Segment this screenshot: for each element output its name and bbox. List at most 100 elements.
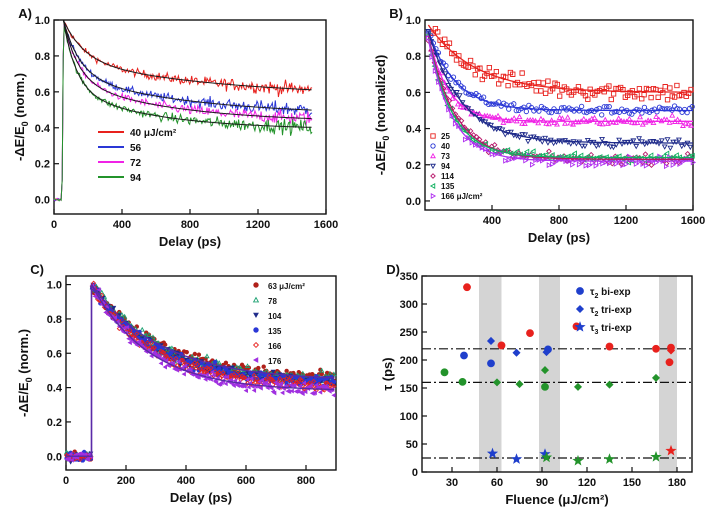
data-point	[284, 376, 290, 382]
data-point	[204, 353, 210, 359]
legend-marker	[576, 287, 584, 295]
data-point	[223, 360, 229, 365]
plot-frame	[421, 275, 693, 473]
y-label-tail: (normalized)	[373, 55, 388, 136]
data-point	[656, 104, 663, 110]
data-point	[585, 96, 591, 102]
data-point	[554, 81, 560, 88]
data-point	[151, 345, 157, 351]
data-point	[573, 382, 583, 391]
fit-line	[62, 19, 312, 128]
data-point	[492, 378, 502, 387]
data-point	[630, 138, 637, 144]
y-tick-label: 0.6	[35, 87, 50, 99]
data-point	[629, 111, 635, 117]
data-point	[271, 390, 277, 396]
x-tick-label: 800	[550, 215, 568, 227]
legend-text: tri-exp	[598, 305, 631, 316]
data-point	[572, 454, 584, 466]
data-point	[647, 139, 654, 145]
data-point	[312, 390, 317, 396]
data-point	[648, 94, 654, 101]
data-point	[232, 378, 238, 383]
y-tick-label: 0.0	[47, 451, 62, 463]
data-point	[207, 369, 213, 375]
data-point	[300, 370, 306, 376]
data-point	[231, 383, 236, 389]
data-point	[583, 162, 589, 169]
data-point	[480, 94, 487, 100]
panel-label: B)	[389, 6, 403, 21]
data-point	[188, 367, 193, 373]
data-point	[662, 84, 668, 90]
y-label-sub: 0	[381, 136, 391, 141]
data-point	[610, 144, 617, 151]
x-tick-label: 400	[113, 219, 131, 231]
data-point	[669, 93, 675, 99]
data-point	[176, 359, 181, 365]
data-point	[576, 161, 583, 168]
data-point	[250, 378, 256, 384]
data-point	[127, 327, 133, 333]
data-point	[158, 360, 163, 366]
legend-text: bi-exp	[598, 287, 630, 298]
data-point	[85, 456, 91, 462]
data-point	[463, 283, 471, 292]
data-point	[277, 376, 283, 382]
fit-line	[66, 284, 335, 457]
legend-label: 135	[441, 182, 455, 191]
data-point	[459, 100, 466, 106]
data-point	[601, 104, 607, 110]
data-point	[541, 382, 549, 391]
data-point	[92, 293, 97, 299]
data-point	[96, 287, 101, 293]
data-point	[115, 319, 120, 324]
legend-marker	[429, 183, 436, 189]
data-point	[591, 114, 598, 121]
data-point	[586, 108, 592, 114]
data-point	[256, 365, 261, 371]
data-point	[665, 444, 677, 456]
data-point	[319, 367, 325, 373]
data-point	[515, 380, 524, 389]
legend-label: 25	[441, 132, 450, 141]
data-point	[435, 50, 442, 56]
data-point	[671, 94, 678, 100]
data-point	[301, 380, 307, 386]
data-point	[650, 119, 657, 125]
data-point	[522, 132, 529, 138]
data-point	[648, 162, 655, 168]
data-point	[570, 161, 576, 168]
legend-marker	[252, 296, 260, 303]
legend-label: 166	[268, 342, 282, 351]
data-point	[690, 159, 697, 166]
data-point	[538, 88, 544, 94]
data-point	[456, 93, 463, 99]
series-line	[53, 22, 313, 201]
data-point	[486, 447, 499, 459]
data-point	[593, 162, 599, 169]
data-point	[577, 152, 584, 159]
data-point	[650, 451, 662, 462]
panel-label: A)	[18, 6, 32, 21]
data-point	[491, 141, 498, 148]
legend-marker	[253, 327, 259, 333]
legend-marker	[430, 133, 436, 139]
data-point	[163, 358, 169, 363]
data-point	[331, 371, 337, 377]
data-point	[242, 375, 248, 381]
legend-tau-sub: 3	[594, 329, 598, 336]
data-point	[609, 110, 615, 116]
data-point	[139, 326, 145, 332]
data-point	[679, 122, 686, 128]
data-point	[546, 148, 552, 155]
data-point	[528, 82, 535, 89]
data-point	[196, 374, 201, 380]
data-point	[493, 151, 499, 158]
y-tick-label: 0.8	[406, 51, 421, 63]
data-point	[546, 162, 553, 169]
series-line	[53, 23, 313, 202]
data-point	[557, 93, 563, 99]
data-point	[664, 137, 671, 143]
legend-label: 166 μJ/cm²	[441, 192, 483, 201]
